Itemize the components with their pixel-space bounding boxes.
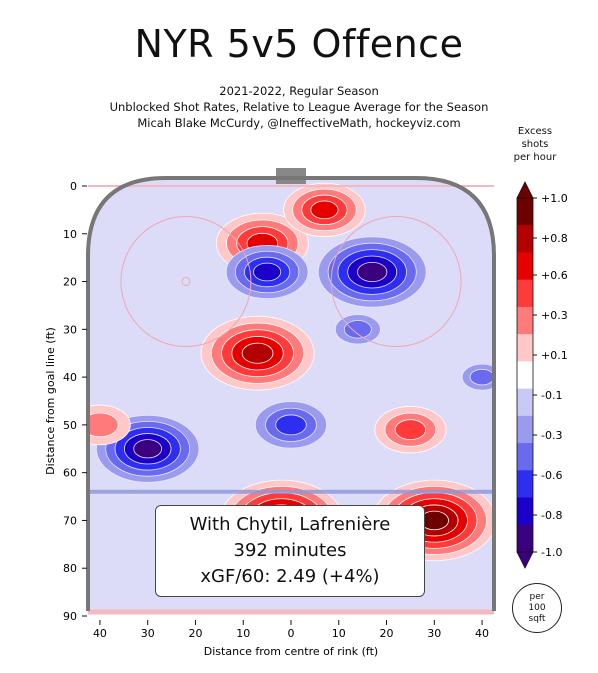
colorbar-title: Excess shots per hour	[505, 125, 565, 164]
colorbar-tick-label: -1.0	[541, 546, 562, 559]
y-tick-label: 70	[63, 514, 77, 527]
colorbar-title-line: shots	[521, 139, 549, 150]
annotation-xgf: xGF/60: 2.49 (+4%)	[200, 566, 380, 587]
hotspot	[200, 315, 315, 391]
colorbar-segment	[517, 306, 533, 335]
colorbar-tick-label: +0.8	[541, 232, 568, 245]
colorbar-title-line: Excess	[517, 126, 553, 137]
contour-level	[133, 439, 163, 459]
hotspot	[317, 236, 427, 308]
hotspot	[334, 314, 381, 345]
hotspot	[254, 401, 328, 449]
x-tick-label: 40	[93, 627, 107, 640]
x-tick-label: 20	[380, 627, 394, 640]
colorbar-segment	[517, 334, 533, 362]
x-tick-label: 0	[288, 627, 295, 640]
annotation-box: With Chytil, Lafrenière 392 minutes xGF/…	[155, 505, 425, 597]
colorbar-segment	[517, 470, 533, 499]
subtitle-credit: Micah Blake McCurdy, @IneffectiveMath, h…	[137, 116, 461, 130]
colorbar-segment	[517, 279, 533, 308]
contour-level	[310, 200, 339, 220]
contour-level	[253, 262, 282, 282]
colorbar-segment	[517, 443, 533, 471]
contour-level	[357, 262, 388, 282]
y-tick-label: 10	[63, 228, 77, 241]
rink-boards	[86, 176, 496, 611]
contour-level	[469, 368, 494, 386]
unit-line: sqft	[528, 614, 546, 624]
colorbar-tick-label: +0.6	[541, 269, 568, 282]
axes: 0 10 20 30 40 50 60 70 80 90 40 30 20 10 0 10 20 30 40 Dist…	[44, 180, 489, 658]
y-tick-label: 40	[63, 371, 77, 384]
colorbar-top-arrow	[516, 181, 534, 199]
contour-level	[241, 342, 274, 364]
colorbar-tick-label: +0.3	[541, 309, 568, 322]
colorbar-segment	[517, 252, 533, 281]
faceoff-circle-right	[330, 216, 462, 348]
annotation-minutes: 392 minutes	[233, 540, 347, 561]
y-tick-label: 30	[63, 323, 77, 336]
x-tick-label: 40	[475, 627, 489, 640]
chart-title: NYR 5v5 Offence	[134, 22, 464, 66]
y-tick-label: 80	[63, 562, 77, 575]
subtitle-season: 2021-2022, Regular Season	[219, 84, 379, 98]
x-axis-label: Distance from centre of rink (ft)	[204, 645, 378, 658]
annotation-players: With Chytil, Lafrenière	[189, 514, 391, 535]
colorbar: +1.0 +0.8 +0.6 +0.3 +0.1 -0.1 -0.3 -0.6 -0.8 -1.0	[516, 181, 568, 569]
rink-lines	[86, 168, 496, 615]
colorbar-segment	[517, 497, 533, 526]
colorbar-segment	[517, 415, 533, 444]
colorbar-segment	[517, 198, 533, 226]
y-axis-label: Distance from goal line (ft)	[44, 327, 57, 475]
colorbar-tick-label: -0.8	[541, 509, 562, 522]
faceoff-dot-left	[181, 277, 191, 287]
y-tick-label: 60	[63, 467, 77, 480]
hotspot	[88, 404, 131, 446]
colorbar-segment	[517, 361, 533, 390]
contour-level	[343, 320, 372, 339]
x-tick-label: 10	[236, 627, 250, 640]
colorbar-tick-label: -0.6	[541, 469, 562, 482]
faceoff-circle-left	[120, 216, 252, 348]
contour-level	[394, 419, 427, 441]
x-tick-label: 20	[188, 627, 202, 640]
colorbar-tick-label: -0.3	[541, 429, 562, 442]
colorbar-tick-label: +0.1	[541, 349, 568, 362]
y-tick-label: 0	[70, 180, 77, 193]
x-tick-label: 30	[141, 627, 155, 640]
unit-line: per	[529, 592, 545, 602]
subtitle-description: Unblocked Shot Rates, Relative to League…	[109, 100, 489, 114]
y-tick-label: 90	[63, 610, 77, 623]
colorbar-segment	[517, 388, 533, 417]
colorbar-segment	[517, 524, 533, 553]
y-tick-label: 50	[63, 419, 77, 432]
unit-badge: per 100 sqft	[512, 583, 562, 633]
colorbar-bottom-arrow	[516, 551, 534, 569]
colorbar-segment	[517, 225, 533, 253]
hotspot	[283, 182, 366, 237]
contour-level	[88, 412, 119, 438]
hotspot	[374, 406, 447, 454]
x-tick-label: 30	[427, 627, 441, 640]
contour-level	[275, 414, 307, 436]
unit-line: 100	[528, 603, 546, 613]
colorbar-frame	[516, 197, 534, 553]
colorbar-tick-label: +1.0	[541, 192, 568, 205]
hotspot	[461, 363, 494, 391]
y-tick-label: 20	[63, 276, 77, 289]
colorbar-tick-label: -0.1	[541, 389, 562, 402]
colorbar-title-line: per hour	[513, 152, 557, 163]
hotspot	[225, 244, 309, 300]
x-tick-label: 10	[332, 627, 346, 640]
